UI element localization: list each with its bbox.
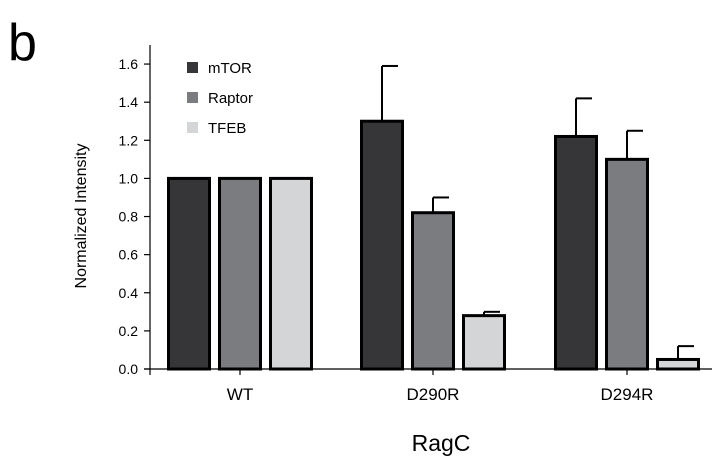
bars-group: [167, 119, 700, 371]
x-tick-label: D290R: [407, 385, 460, 404]
bar-tfeb-d290r: [462, 314, 506, 371]
y-tick-label: 1.0: [119, 170, 139, 186]
error-bars-group: [381, 64, 694, 360]
bar-mtor-d290r: [360, 119, 404, 371]
x-axis-title: RagC: [412, 430, 471, 456]
y-tick-label: 0.2: [119, 323, 139, 339]
legend: mTOR Raptor TFEB: [187, 60, 253, 137]
bar-tfeb-wt: [269, 176, 313, 371]
legend-swatch-tfeb: [187, 122, 198, 133]
x-axis: WT D290R D294R: [144, 368, 712, 404]
y-axis-title: Normalized Intensity: [73, 144, 90, 289]
y-tick-label: 0.6: [119, 247, 139, 263]
y-tick-label: 1.4: [119, 94, 139, 110]
y-tick-label: 1.6: [119, 56, 139, 72]
bar-mtor-wt: [167, 176, 211, 371]
bar-raptor-wt: [218, 176, 262, 371]
bar-raptor-d294r: [605, 157, 649, 371]
x-tick-label: WT: [227, 385, 253, 404]
legend-label: Raptor: [208, 90, 253, 107]
x-tick-label: D294R: [601, 385, 654, 404]
bar-raptor-d290r: [411, 211, 455, 371]
bar-mtor-d294r: [554, 134, 598, 371]
bar-tfeb-d294r: [656, 357, 700, 371]
y-axis: 0.0 0.2 0.4 0.6 0.8 1.0 1.2 1.4 1.6: [119, 45, 151, 377]
legend-label: mTOR: [208, 60, 252, 77]
y-tick-label: 0.8: [119, 209, 139, 225]
y-tick-label: 1.2: [119, 132, 139, 148]
legend-swatch-mtor: [187, 62, 198, 73]
panel-label: b: [8, 14, 37, 72]
legend-label: TFEB: [208, 120, 246, 137]
legend-swatch-raptor: [187, 92, 198, 103]
y-tick-label: 0.4: [119, 285, 139, 301]
y-tick-label: 0.0: [119, 361, 139, 377]
